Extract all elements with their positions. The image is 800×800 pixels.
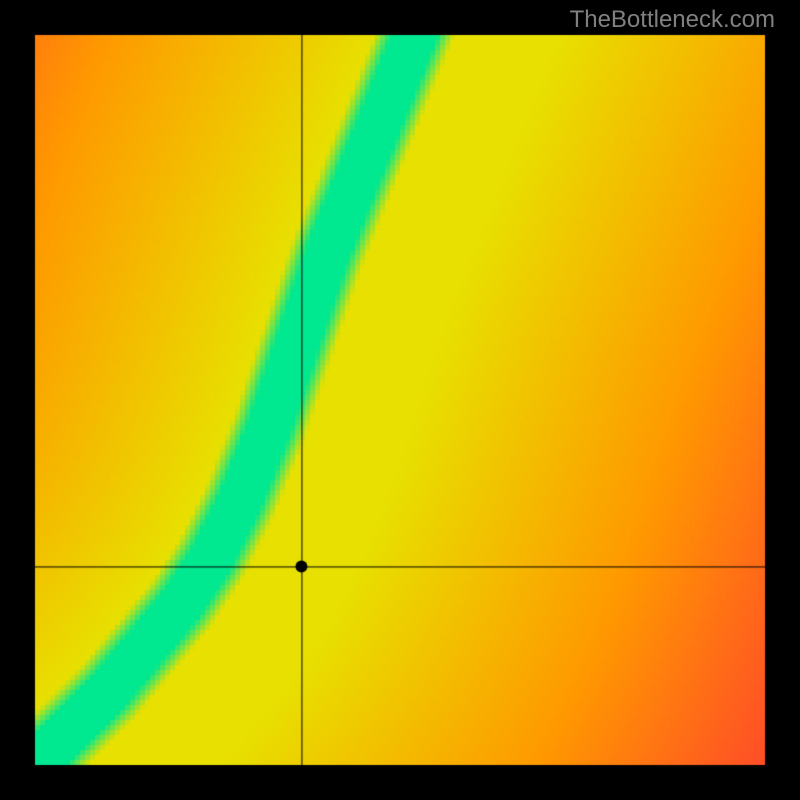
bottleneck-heatmap-canvas — [0, 0, 800, 800]
watermark-text: TheBottleneck.com — [570, 6, 775, 34]
chart-container: TheBottleneck.com — [0, 0, 800, 800]
